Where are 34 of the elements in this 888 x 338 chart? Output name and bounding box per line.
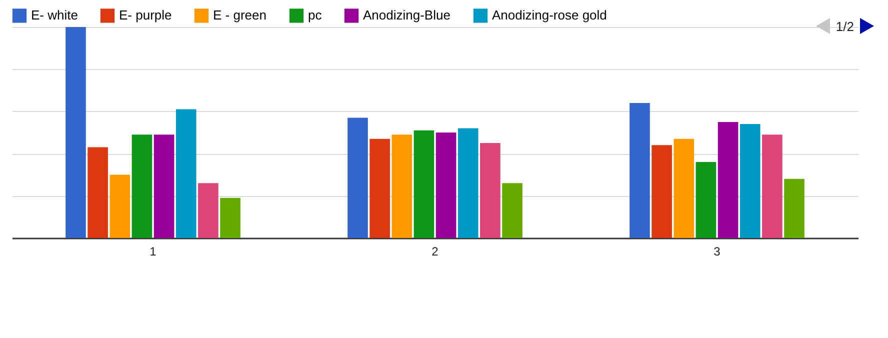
bar xyxy=(458,128,478,238)
bar xyxy=(220,198,240,238)
bar xyxy=(696,162,716,238)
bar xyxy=(198,183,218,238)
legend-label: E - green xyxy=(213,8,266,23)
bar xyxy=(176,109,196,238)
x-tick-label: 2 xyxy=(432,244,439,258)
x-tick-label: 3 xyxy=(714,244,721,258)
bar xyxy=(652,145,672,238)
bar xyxy=(762,134,782,238)
annotation: 1/2 xyxy=(836,18,854,34)
bar xyxy=(392,134,412,238)
bar xyxy=(88,147,108,238)
bar xyxy=(502,183,522,238)
bar xyxy=(784,178,804,238)
bar xyxy=(348,118,368,238)
bar xyxy=(414,130,434,238)
legend-label: pc xyxy=(308,8,322,23)
bar xyxy=(436,132,456,238)
bar xyxy=(370,138,390,238)
bar xyxy=(480,143,500,238)
bar xyxy=(674,138,694,238)
bar xyxy=(740,124,760,238)
bar xyxy=(630,102,650,238)
bar xyxy=(718,122,738,238)
legend-label: Anodizing-rose gold xyxy=(492,8,607,23)
bar xyxy=(110,174,130,238)
x-tick-label: 1 xyxy=(150,244,157,258)
legend-label: E- purple xyxy=(119,8,172,23)
legend-label: E- white xyxy=(31,8,78,23)
bar xyxy=(132,134,152,238)
bar xyxy=(66,27,86,238)
legend-label: Anodizing-Blue xyxy=(363,8,450,23)
bar xyxy=(154,134,174,238)
